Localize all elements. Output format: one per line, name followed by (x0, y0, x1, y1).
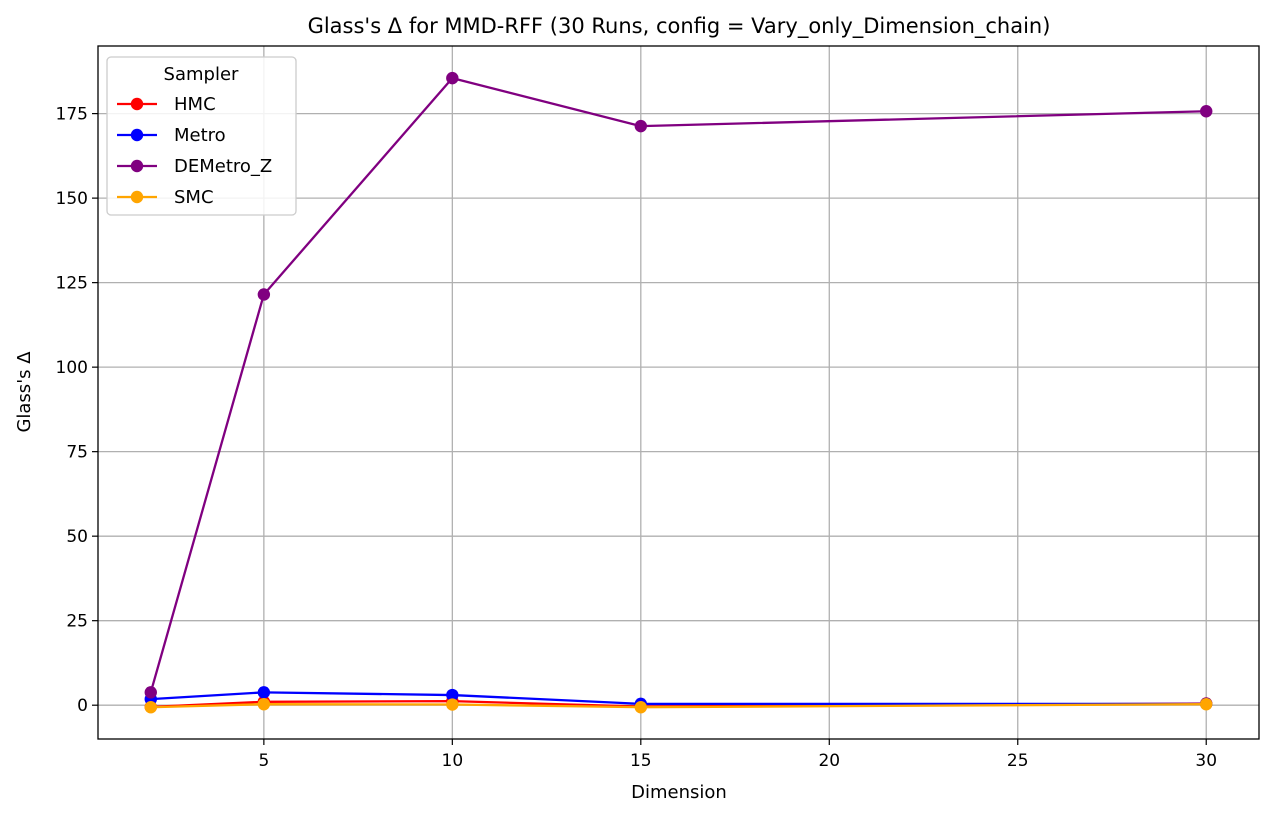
data-point-metro (257, 686, 271, 699)
data-point-demetro-z (1200, 105, 1213, 118)
data-point-metro (446, 688, 459, 702)
legend-marker-demetro-z (130, 159, 144, 173)
x-tick-label: 10 (442, 751, 464, 771)
legend-label-hmc: HMC (174, 94, 216, 115)
y-tick-label: 125 (56, 274, 88, 294)
x-tick-label: 20 (818, 751, 840, 771)
y-tick-label: 25 (66, 612, 88, 632)
x-tick-label: 15 (630, 751, 652, 771)
legend-label-smc: SMC (174, 187, 214, 208)
data-point-smc (257, 697, 271, 711)
series-line-demetro-z (149, 76, 1207, 693)
x-tick-label: 30 (1195, 751, 1217, 771)
data-point-smc (634, 701, 648, 714)
y-tick-label: 0 (77, 696, 88, 716)
legend-title: Sampler (164, 64, 239, 85)
x-tick-label: 5 (258, 751, 269, 771)
data-point-demetro-z (446, 71, 459, 85)
legend-marker-smc (130, 190, 144, 204)
y-tick-label: 175 (56, 105, 88, 125)
y-tick-label: 50 (66, 527, 88, 547)
y-tick-label: 150 (56, 189, 88, 209)
y-axis-label: Glass's Δ (14, 351, 35, 433)
data-point-smc (446, 698, 459, 711)
data-point-demetro-z (257, 288, 271, 301)
legend-label-metro: Metro (174, 125, 226, 146)
chart-title: Glass's Δ for MMD-RFF (30 Runs, config =… (308, 14, 1051, 39)
legend: Sampler HMC Metro DEMetro_Z SMC (106, 56, 297, 216)
grid-lines (98, 46, 1259, 739)
data-point-demetro-z (144, 686, 157, 699)
legend-box (106, 56, 297, 216)
y-tick-label: 75 (66, 443, 88, 463)
plot-frame (97, 45, 1260, 740)
data-point-smc (144, 701, 157, 714)
axis-ticks: 5 10 15 20 25 30 0 25 50 75 100 125 150 175 (56, 105, 1218, 771)
x-tick-label: 25 (1007, 751, 1029, 771)
y-tick-label: 100 (56, 358, 88, 378)
legend-label-demetro-z: DEMetro_Z (174, 156, 272, 177)
legend-marker-hmc (130, 97, 144, 111)
data-point-smc (1200, 697, 1213, 711)
series-lines (144, 71, 1213, 714)
legend-marker-metro (130, 128, 144, 142)
data-point-demetro-z (634, 119, 648, 133)
x-axis-label: Dimension (631, 782, 727, 803)
